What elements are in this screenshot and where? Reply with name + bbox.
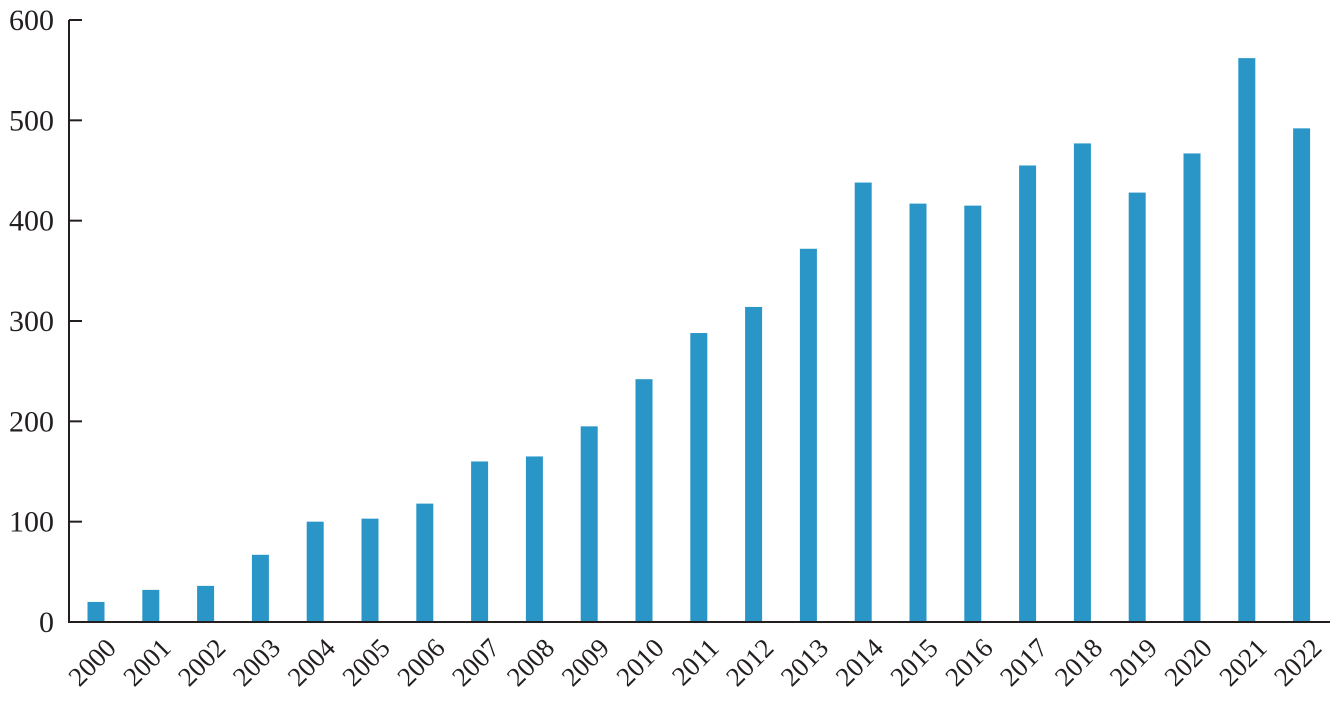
x-tick-label: 2013 xyxy=(775,633,834,692)
bar-2000 xyxy=(87,601,105,622)
bar-2016 xyxy=(964,205,982,622)
x-tick-label: 2015 xyxy=(884,633,943,692)
y-tick-label: 100 xyxy=(9,506,54,539)
x-tick-label: 2022 xyxy=(1268,633,1327,692)
x-tick-label: 2014 xyxy=(830,632,890,692)
bar-2013 xyxy=(799,248,817,622)
x-tick-label: 2005 xyxy=(336,633,395,692)
x-tick-label: 2021 xyxy=(1213,633,1272,692)
bar-2012 xyxy=(745,306,763,622)
bar-2005 xyxy=(361,518,379,622)
bar-2014 xyxy=(854,182,872,623)
x-tick-label: 2003 xyxy=(227,633,286,692)
x-tick-label: 2017 xyxy=(994,633,1053,692)
x-tick-label: 2000 xyxy=(62,633,121,692)
bar-2018 xyxy=(1073,143,1091,622)
y-tick-label: 200 xyxy=(9,405,54,438)
x-tick-label: 2010 xyxy=(610,633,669,692)
bar-2015 xyxy=(909,203,927,623)
bar-2003 xyxy=(251,554,269,622)
x-tick-label: 2011 xyxy=(666,633,725,692)
bar-2001 xyxy=(142,589,160,622)
x-tick-label: 2009 xyxy=(556,633,615,692)
bar-2006 xyxy=(416,503,434,622)
bar-2011 xyxy=(690,333,708,622)
x-tick-label: 2019 xyxy=(1104,633,1163,692)
bar-2017 xyxy=(1019,165,1037,622)
bar-2004 xyxy=(306,521,324,622)
x-tick-label: 2018 xyxy=(1049,633,1108,692)
bar-2021 xyxy=(1238,58,1256,623)
x-tick-label: 2001 xyxy=(117,633,176,692)
x-tick-label: 2012 xyxy=(720,633,779,692)
y-tick-label: 600 xyxy=(9,4,54,37)
x-tick-label: 2006 xyxy=(391,633,450,692)
bar-2022 xyxy=(1293,128,1311,623)
y-tick-label: 0 xyxy=(39,606,54,639)
bar-2019 xyxy=(1128,192,1146,622)
bar-2002 xyxy=(197,585,215,622)
y-tick-label: 500 xyxy=(9,104,54,137)
x-tick-label: 2004 xyxy=(282,632,342,692)
x-tick-label: 2007 xyxy=(446,633,505,692)
bar-2020 xyxy=(1183,153,1201,622)
x-tick-label: 2020 xyxy=(1158,633,1217,692)
bar-2008 xyxy=(525,456,543,622)
bar-2010 xyxy=(635,379,653,622)
bar-2009 xyxy=(580,426,598,622)
bar-2007 xyxy=(471,461,489,622)
y-tick-label: 400 xyxy=(9,205,54,238)
x-tick-label: 2016 xyxy=(939,633,998,692)
x-tick-label: 2008 xyxy=(501,633,560,692)
x-tick-label: 2002 xyxy=(172,633,231,692)
y-tick-label: 300 xyxy=(9,305,54,338)
